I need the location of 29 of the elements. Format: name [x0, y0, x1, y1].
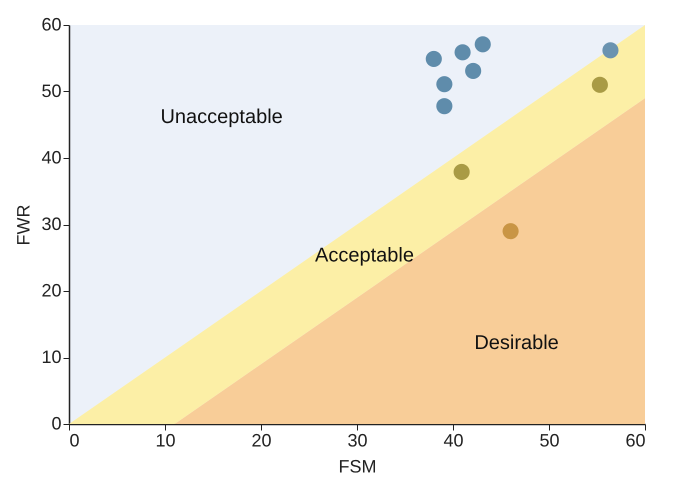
series-label: Acceptable: [315, 244, 414, 267]
x-axis-title: FSM: [338, 456, 376, 476]
x-tick-label: 10: [155, 430, 176, 450]
annotation: Unacceptable: [160, 106, 283, 128]
y-tick-label: 10: [41, 347, 62, 367]
point: [465, 62, 482, 79]
x-tick-label: 40: [443, 430, 464, 450]
x-tick-label: 60: [625, 430, 646, 450]
y-tick-label: 60: [41, 14, 62, 34]
y-tick-label: 40: [41, 148, 62, 168]
y-tick-label: 0: [51, 414, 62, 434]
y-tick-label: 50: [41, 81, 62, 101]
point: [426, 50, 442, 67]
x-tick-label: 50: [539, 430, 560, 450]
y-axis-title: FWR: [13, 204, 34, 246]
point: [436, 76, 452, 92]
x-tick-label: 20: [251, 430, 272, 450]
point: [436, 98, 452, 114]
x-tick-label: 30: [347, 430, 368, 450]
y-tick-label: 20: [41, 280, 62, 300]
point: [474, 36, 491, 52]
point: [454, 44, 471, 60]
series-label: Desirable: [474, 332, 559, 354]
point: [592, 76, 608, 93]
x-tick-label: 0: [70, 430, 80, 450]
y-tick-label: 30: [41, 214, 62, 234]
point: [502, 223, 519, 240]
point: [602, 42, 618, 58]
point: [454, 164, 470, 180]
